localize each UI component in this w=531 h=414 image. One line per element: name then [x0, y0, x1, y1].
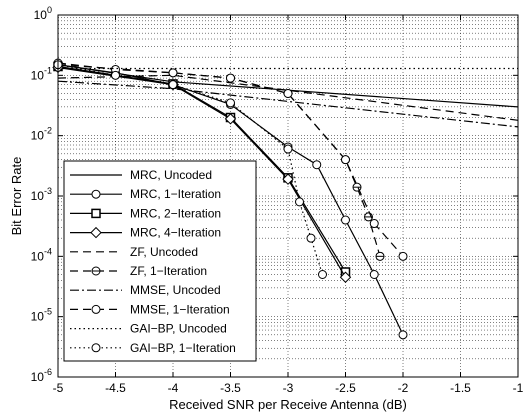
legend-label: GAI−BP, 1−Iteration [130, 341, 236, 355]
circle-marker [341, 215, 350, 225]
y-tick-label: 10-2 [31, 126, 52, 143]
circle-marker [369, 269, 379, 279]
circle-marker [312, 160, 322, 170]
y-tick-label: 10-1 [31, 65, 52, 82]
x-axis-label: Received SNR per Receive Antenna (dB) [169, 397, 407, 412]
legend-label: MRC, Uncoded [130, 168, 212, 182]
circle-marker [168, 80, 178, 90]
y-tick-label: 10-3 [31, 186, 52, 203]
circle-marker [91, 343, 101, 353]
axis-ticks: -5 -4.5 -4 -3.5 -3 -2.5 -2 -1.5 -1 10-6 10-5 10-4 10… [31, 5, 524, 395]
series-layer [52, 58, 519, 340]
x-tick-label: -4.5 [105, 381, 126, 395]
x-tick-label: -2 [398, 381, 409, 395]
y-axis-label: Bit Error Rate [9, 157, 24, 236]
x-tick-label: -3.5 [220, 381, 241, 395]
x-tick-label: -1 [513, 381, 524, 395]
x-tick-label: -3 [283, 381, 294, 395]
x-tick-label: -5 [53, 381, 64, 395]
circle-marker [369, 219, 379, 229]
diamond-marker [282, 173, 294, 185]
circle-marker [283, 144, 293, 154]
circle-marker [91, 189, 101, 199]
series-line [57, 64, 324, 275]
diamond-marker [339, 271, 352, 283]
circle-marker [398, 251, 408, 261]
circle-marker [111, 70, 120, 80]
legend-label: MRC, 1−Iteration [130, 187, 221, 201]
legend-label: MMSE, 1−Iteration [130, 302, 230, 316]
series-line [57, 62, 404, 257]
circle-marker [398, 330, 408, 340]
x-tick-label: -4 [168, 381, 179, 395]
legend-label: MRC, 2−Iteration [130, 206, 221, 220]
y-tick-label: 10-6 [31, 367, 52, 384]
circle-marker [283, 88, 293, 98]
series-10 [53, 60, 327, 279]
square-marker [91, 208, 101, 219]
diamond-marker [90, 226, 102, 239]
circle-marker [226, 73, 235, 83]
y-tick-label: 100 [34, 5, 52, 22]
circle-marker [295, 197, 304, 207]
circle-marker [168, 68, 178, 78]
legend-label: MRC, 4−Iteration [130, 226, 221, 240]
y-tick-label: 10-5 [31, 307, 52, 324]
circle-marker [91, 304, 101, 314]
circle-marker [226, 98, 235, 108]
x-tick-label: -2.5 [335, 381, 356, 395]
legend-label: ZF, 1−Iteration [130, 264, 207, 278]
legend-label: GAI−BP, Uncoded [130, 322, 227, 336]
legend-label: MMSE, Uncoded [130, 283, 221, 297]
circle-marker [341, 155, 350, 165]
legend-label: ZF, Uncoded [130, 245, 198, 259]
circle-marker [306, 233, 316, 243]
y-tick-label: 10-4 [31, 246, 52, 263]
legend: MRC, Uncoded MRC, 1−Iteration MRC, 2−Itera… [63, 160, 257, 362]
circle-marker [318, 269, 327, 279]
diamond-marker [224, 113, 237, 125]
x-tick-label: -1.5 [450, 381, 471, 395]
